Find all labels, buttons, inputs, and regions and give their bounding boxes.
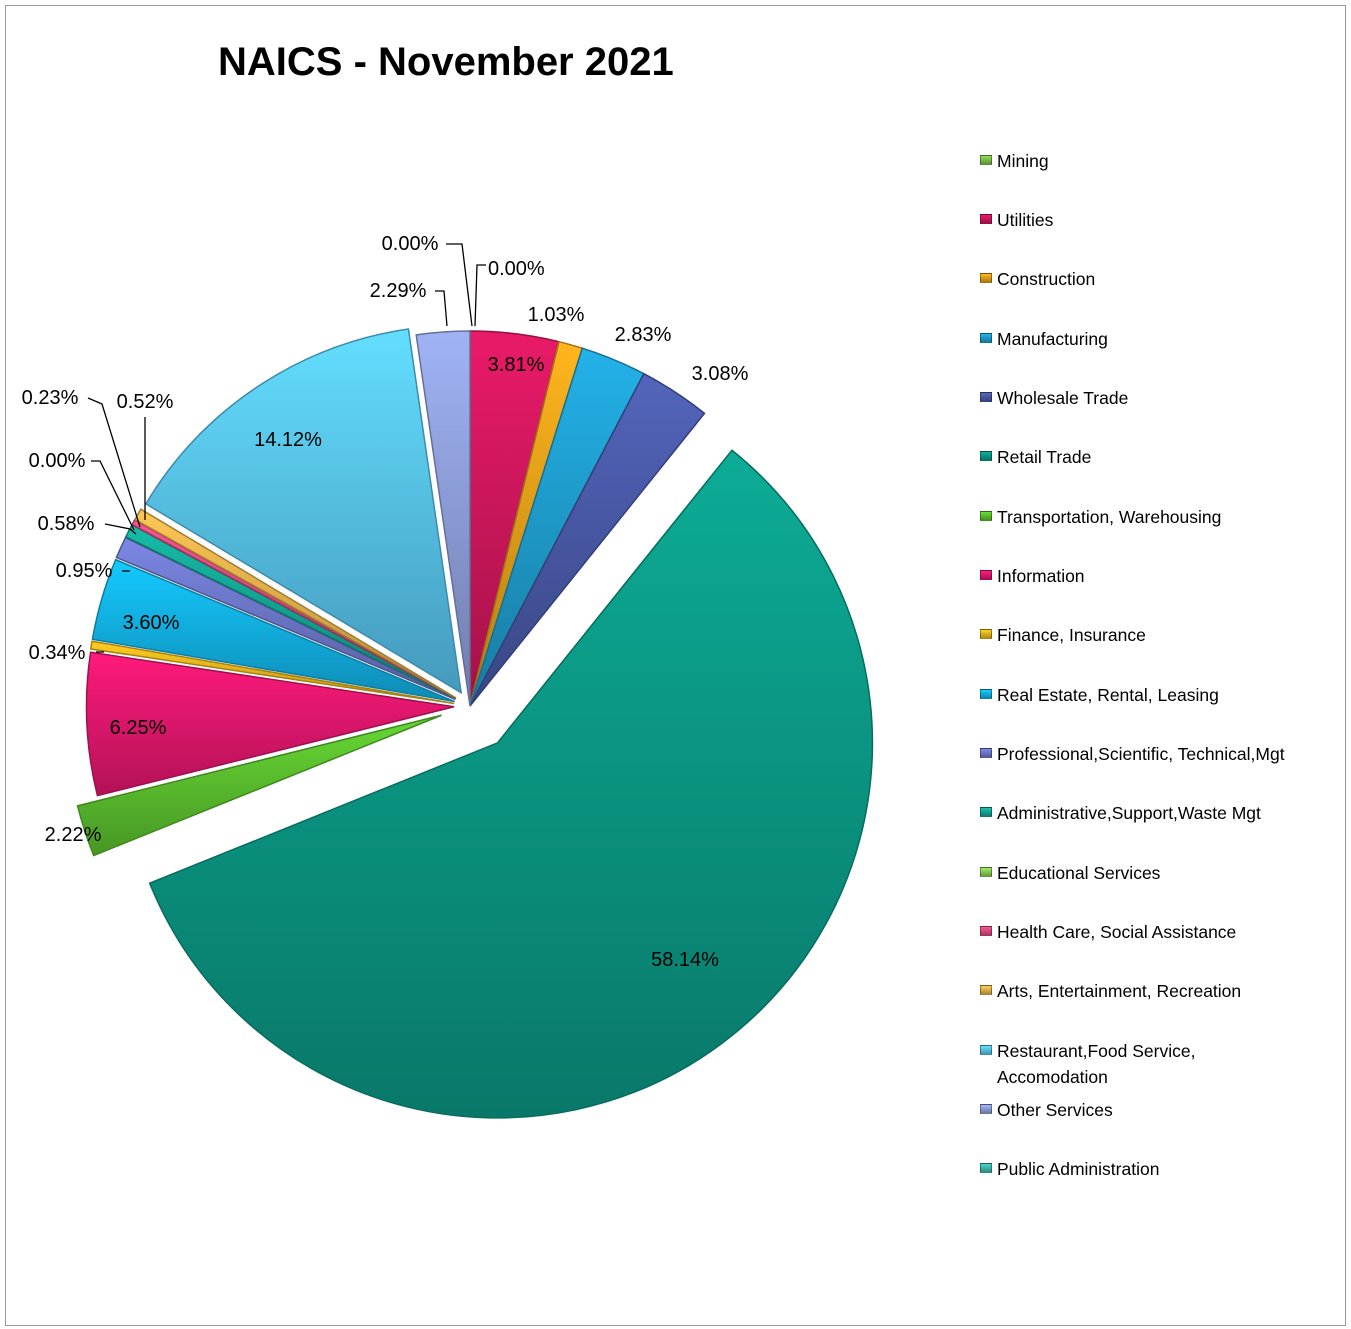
legend-swatch: [980, 926, 992, 936]
legend-item: Information: [980, 563, 1287, 589]
leader-line-11: [104, 523, 137, 535]
pie-slice-6: [76, 714, 442, 857]
legend-swatch: [980, 511, 992, 521]
legend-label: Wholesale Trade: [997, 388, 1129, 408]
legend-label: Restaurant,Food Service, Accomodation: [997, 1041, 1196, 1087]
legend-item: Mining: [980, 148, 1287, 174]
data-label-14: 0.52%: [117, 391, 174, 413]
legend-swatch: [980, 629, 992, 639]
data-label-6: 2.22%: [45, 824, 102, 846]
legend-label: Retail Trade: [997, 447, 1092, 467]
leader-line-16: [435, 290, 448, 327]
legend-label: Professional,Scientific, Technical,Mgt: [997, 744, 1285, 764]
legend-item: Finance, Insurance: [980, 622, 1287, 648]
legend-label: Mining: [997, 151, 1049, 171]
data-label-16: 2.29%: [370, 280, 427, 302]
pie-slice-16: [415, 330, 471, 707]
legend-swatch: [980, 214, 992, 224]
legend-swatch: [980, 985, 992, 995]
data-label-17: 0.00%: [382, 233, 439, 255]
legend-swatch: [980, 1045, 992, 1055]
legend-item: Public Administration: [980, 1156, 1287, 1182]
legend-item: Retail Trade: [980, 444, 1287, 470]
legend-label: Transportation, Warehousing: [997, 507, 1222, 527]
pie-slice-9: [91, 558, 455, 703]
leader-lines: [87, 243, 486, 653]
data-label-15: 14.12%: [254, 429, 322, 451]
pie-slice-8: [89, 640, 455, 705]
legend-item: Wholesale Trade: [980, 385, 1287, 411]
legend-swatch: [980, 1163, 992, 1173]
legend-swatch: [980, 333, 992, 343]
legend-label: Public Administration: [997, 1159, 1160, 1179]
legend-item: Health Care, Social Assistance: [980, 919, 1287, 945]
legend-item: Manufacturing: [980, 326, 1287, 352]
legend-item: Transportation, Warehousing: [980, 504, 1287, 530]
pie-slice-7: [85, 651, 455, 797]
data-label-13: 0.23%: [22, 387, 79, 409]
legend-item: Real Estate, Rental, Leasing: [980, 682, 1287, 708]
legend-swatch: [980, 748, 992, 758]
leader-line-17: [446, 243, 473, 327]
data-label-3: 2.83%: [615, 324, 672, 346]
leader-line-0: [474, 264, 486, 327]
legend-swatch: [980, 867, 992, 877]
data-label-8: 0.34%: [29, 642, 86, 664]
legend-item: Educational Services: [980, 860, 1287, 886]
legend-swatch: [980, 392, 992, 402]
pie-slice-14: [133, 508, 457, 699]
legend-swatch: [980, 451, 992, 461]
legend-item: Professional,Scientific, Technical,Mgt: [980, 741, 1287, 767]
data-label-11: 0.58%: [38, 513, 95, 535]
legend-label: Finance, Insurance: [997, 625, 1146, 645]
pie-slice-5: [148, 449, 874, 1119]
legend-label: Arts, Entertainment, Recreation: [997, 981, 1242, 1001]
data-labels: 0.00% 3.81% 1.03% 2.83% 3.08% 58.14% 2.22% 6.25…: [22, 233, 749, 971]
legend-item: Administrative,Support,Waste Mgt: [980, 800, 1287, 826]
legend-item: Other Services: [980, 1097, 1287, 1123]
legend-label: Real Estate, Rental, Leasing: [997, 685, 1219, 705]
data-label-4: 3.08%: [692, 363, 749, 385]
data-label-5: 58.14%: [651, 949, 719, 971]
legend-item: Restaurant,Food Service, Accomodation: [980, 1038, 1287, 1090]
data-label-0: 0.00%: [488, 258, 545, 280]
legend-item: Arts, Entertainment, Recreation: [980, 978, 1287, 1004]
data-label-9: 3.60%: [123, 612, 180, 634]
legend-swatch: [980, 570, 992, 580]
leader-line-12: [91, 460, 135, 531]
pie-slice-10: [115, 536, 456, 701]
chart-title: NAICS - November 2021: [218, 40, 674, 84]
pie-slice-15: [144, 328, 463, 695]
legend-swatch: [980, 273, 992, 283]
pie-slice-4: [469, 372, 706, 707]
data-label-10: 0.95%: [56, 560, 113, 582]
legend-label: Educational Services: [997, 863, 1161, 883]
legend-label: Information: [997, 566, 1085, 586]
legend-item: Construction: [980, 266, 1287, 292]
leader-line-13: [87, 397, 141, 528]
data-label-2: 1.03%: [528, 304, 585, 326]
legend-label: Manufacturing: [997, 329, 1108, 349]
pie-slices: [76, 328, 874, 1119]
data-label-7: 6.25%: [110, 717, 167, 739]
legend-swatch: [980, 155, 992, 165]
legend-label: Administrative,Support,Waste Mgt: [997, 803, 1261, 823]
data-label-1: 3.81%: [488, 354, 545, 376]
legend-label: Other Services: [997, 1100, 1113, 1120]
legend-label: Health Care, Social Assistance: [997, 922, 1237, 942]
legend-swatch: [980, 689, 992, 699]
data-label-12: 0.00%: [29, 450, 86, 472]
legend-label: Construction: [997, 269, 1096, 289]
legend-swatch: [980, 807, 992, 817]
legend-label: Utilities: [997, 210, 1054, 230]
legend-swatch: [980, 1104, 992, 1114]
legend-item: Utilities: [980, 207, 1287, 233]
